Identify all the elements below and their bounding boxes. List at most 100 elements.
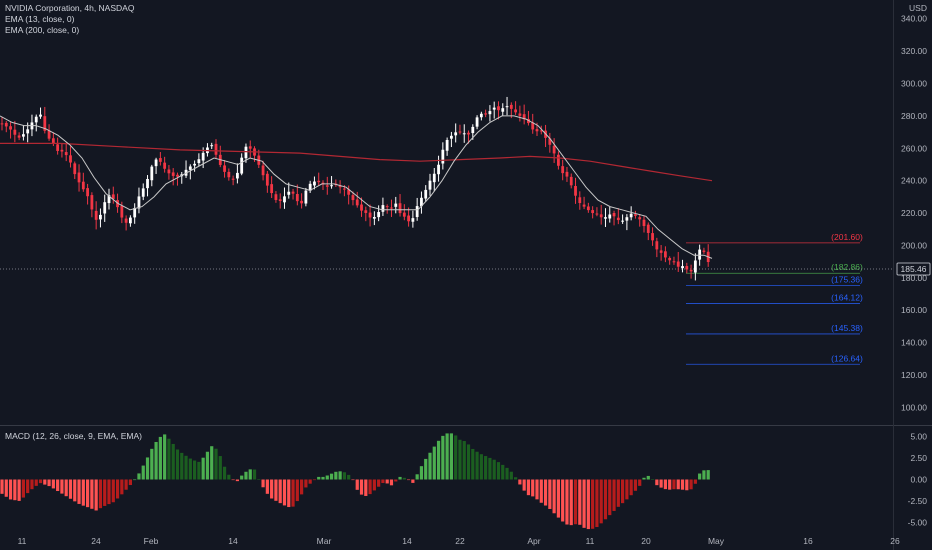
candle-body: [56, 144, 60, 151]
price-level-label: (175.36): [831, 274, 863, 284]
macd-bar: [642, 477, 646, 480]
macd-bar: [608, 479, 612, 516]
macd-bar: [680, 479, 685, 490]
macd-bar: [565, 479, 569, 525]
candle-body: [390, 207, 393, 209]
candle-body: [651, 233, 654, 241]
macd-bar: [342, 472, 346, 480]
candle-body: [129, 217, 132, 224]
time-tick-label: Feb: [144, 536, 159, 546]
candle-body: [492, 107, 496, 110]
candle-body: [287, 191, 291, 195]
candle-body: [385, 206, 389, 208]
macd-bar: [672, 479, 676, 490]
macd-bar: [702, 470, 706, 480]
candle-body: [347, 189, 351, 195]
macd-bar: [454, 435, 458, 480]
macd-bar: [441, 435, 445, 480]
currency-label: USD: [909, 3, 927, 13]
macd-bar: [184, 455, 188, 480]
macd-bar: [317, 476, 321, 480]
ema13-line: [0, 115, 713, 259]
candle-body: [338, 185, 342, 188]
candle-body: [214, 143, 218, 155]
macd-bar: [698, 473, 702, 480]
candle-body: [343, 188, 346, 190]
macd-bar: [150, 448, 154, 480]
macd-bar: [338, 471, 342, 480]
macd-bar: [171, 443, 175, 480]
candle-body: [681, 266, 684, 269]
macd-tick-label: 0.00: [910, 475, 927, 485]
macd-bar: [522, 479, 526, 491]
candle-body: [522, 114, 526, 120]
macd-bar: [616, 479, 620, 507]
price-tick-label: 160.00: [901, 305, 927, 315]
macd-bar: [274, 479, 278, 501]
macd-bar: [26, 479, 30, 494]
macd-bar: [60, 479, 64, 494]
candle-body: [325, 185, 329, 187]
candle-body: [467, 132, 470, 135]
candle-body: [612, 213, 616, 217]
macd-bar: [120, 479, 124, 495]
candle-body: [527, 118, 530, 124]
candle-body: [462, 133, 466, 135]
last-price-label: 185.46: [901, 264, 927, 274]
macd-bar: [415, 474, 419, 480]
time-tick-label: 11: [586, 536, 595, 546]
candle-body: [270, 184, 274, 194]
macd-bar: [98, 479, 103, 509]
candle-body: [274, 194, 278, 200]
candle-body: [197, 159, 201, 164]
candle-body: [531, 122, 535, 130]
candle-body: [368, 212, 372, 218]
macd-bar: [531, 479, 535, 497]
candle-body: [458, 131, 462, 133]
macd-bar: [163, 434, 167, 480]
candle-body: [146, 178, 149, 189]
ema200-line: [0, 142, 713, 182]
macd-legend: MACD (12, 26, close, 9, EMA, EMA): [5, 431, 142, 441]
macd-bar: [706, 470, 710, 480]
candle-body: [539, 130, 543, 132]
candle-body: [638, 217, 642, 220]
macd-bar: [394, 479, 398, 482]
candle-body: [591, 210, 595, 214]
candle-body: [574, 186, 577, 196]
macd-bar: [505, 467, 509, 480]
macd-bar: [291, 479, 295, 507]
candle-body: [582, 204, 586, 207]
candle-body: [193, 163, 196, 166]
macd-bar: [569, 479, 573, 526]
candle-body: [407, 215, 410, 222]
candle-body: [424, 189, 428, 199]
candle-body: [441, 149, 445, 164]
macd-bar: [235, 479, 239, 482]
macd-bar: [257, 479, 261, 480]
candle-body: [698, 249, 702, 260]
macd-bar: [552, 479, 556, 514]
macd-bar: [325, 475, 329, 480]
macd-bar: [86, 479, 90, 508]
macd-bar: [312, 479, 317, 481]
time-tick-label: 24: [91, 536, 101, 546]
candle-body: [535, 129, 539, 132]
macd-bar: [94, 479, 98, 511]
candle-body: [90, 195, 94, 210]
time-tick-label: Apr: [527, 536, 540, 546]
candle-body: [355, 199, 359, 206]
macd-bar: [278, 479, 282, 504]
macd-tick-label: -2.50: [908, 496, 928, 506]
price-tick-label: 180.00: [901, 273, 927, 283]
candle-body: [616, 217, 620, 221]
macd-bar: [621, 479, 625, 504]
macd-bar: [0, 479, 4, 494]
candle-body: [22, 134, 25, 137]
candle-body: [514, 109, 517, 113]
macd-bar: [479, 454, 483, 480]
candle-body: [569, 176, 573, 186]
macd-bar: [466, 444, 471, 480]
candle-body: [0, 123, 4, 125]
